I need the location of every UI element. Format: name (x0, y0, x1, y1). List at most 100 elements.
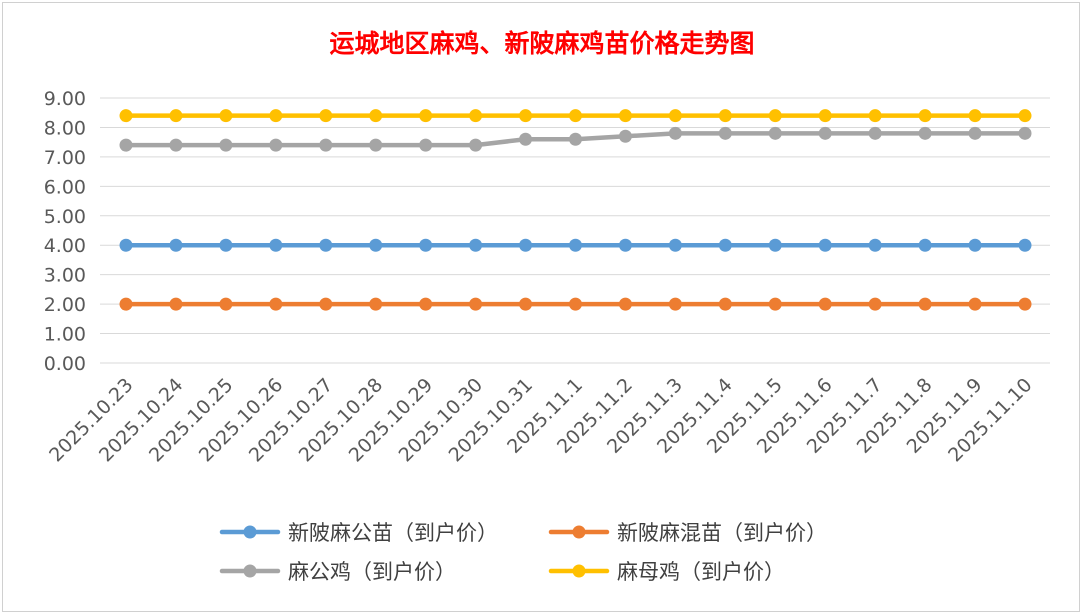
data-point (768, 297, 782, 311)
data-point (918, 109, 932, 123)
data-point (569, 297, 582, 311)
data-point (768, 238, 782, 252)
data-point (768, 126, 782, 140)
data-point (519, 238, 533, 252)
data-point (219, 138, 233, 152)
y-axis-ticks: 0.00 1.00 2.00 3.00 4.00 5.00 6.00 7.00 8.00 9.00 (44, 88, 86, 375)
data-point (469, 297, 483, 311)
data-point (818, 126, 832, 140)
data-point (968, 238, 982, 252)
data-point (868, 126, 882, 140)
data-point (369, 238, 383, 252)
data-point (668, 109, 682, 123)
data-point (419, 109, 433, 123)
data-point (119, 109, 133, 123)
legend: 新陂麻公苗（到户价） 新陂麻混苗（到户价） 麻公鸡（到户价） 麻母鸡（到户价） (219, 521, 827, 584)
data-point (718, 238, 732, 252)
chart-title: 运城地区麻鸡、新陂麻鸡苗价格走势图 (329, 29, 754, 58)
data-point (918, 238, 932, 252)
data-point (319, 138, 333, 152)
legend-swatch-marker (243, 564, 257, 578)
data-point (219, 109, 233, 123)
y-tick-label: 4.00 (44, 235, 86, 257)
data-point (818, 238, 832, 252)
data-point (868, 297, 882, 311)
y-tick-label: 9.00 (44, 88, 86, 110)
legend-item: 新陂麻混苗（到户价） (548, 521, 827, 545)
series-lines (119, 109, 1032, 311)
data-point (519, 109, 533, 123)
data-point (668, 126, 682, 140)
legend-item: 新陂麻公苗（到户价） (219, 521, 498, 545)
data-point (169, 297, 183, 311)
legend-label: 新陂麻混苗（到户价） (617, 521, 827, 545)
y-tick-label: 7.00 (44, 147, 86, 169)
data-point (918, 126, 932, 140)
data-point (319, 297, 333, 311)
y-tick-label: 1.00 (44, 324, 86, 346)
data-point (618, 238, 632, 252)
data-point (369, 138, 383, 152)
data-point (169, 109, 183, 123)
data-point (369, 297, 383, 311)
data-point (469, 109, 483, 123)
data-point (519, 132, 533, 146)
data-point (718, 126, 732, 140)
data-point (868, 238, 882, 252)
data-point (269, 109, 283, 123)
legend-label: 新陂麻公苗（到户价） (288, 521, 498, 545)
legend-item: 麻母鸡（到户价） (548, 560, 785, 584)
data-point (818, 109, 832, 123)
data-point (319, 109, 333, 123)
data-point (569, 238, 582, 252)
data-point (219, 297, 233, 311)
data-point (419, 138, 433, 152)
data-point (419, 238, 433, 252)
data-point (519, 297, 533, 311)
series-3 (119, 109, 1032, 123)
gridlines (100, 97, 1050, 364)
data-point (469, 138, 483, 152)
legend-label: 麻公鸡（到户价） (288, 560, 456, 584)
data-point (269, 238, 283, 252)
data-point (319, 238, 333, 252)
data-point (718, 109, 732, 123)
y-tick-label: 5.00 (44, 206, 86, 228)
data-point (269, 297, 283, 311)
data-point (1018, 126, 1032, 140)
data-point (618, 297, 632, 311)
data-point (1018, 238, 1032, 252)
data-point (219, 238, 233, 252)
legend-swatch-marker (572, 525, 586, 539)
y-tick-label: 6.00 (44, 176, 86, 198)
data-point (569, 132, 582, 146)
data-point (818, 297, 832, 311)
x-axis-ticks: 2025.10.232025.10.242025.10.252025.10.26… (45, 374, 1036, 466)
data-point (868, 109, 882, 123)
data-point (169, 238, 183, 252)
data-point (119, 238, 133, 252)
data-point (119, 297, 133, 311)
data-point (569, 109, 582, 123)
y-tick-label: 3.00 (44, 265, 86, 287)
legend-swatch-marker (243, 525, 257, 539)
legend-swatch-marker (572, 564, 586, 578)
data-point (618, 109, 632, 123)
data-point (169, 138, 183, 152)
legend-item: 麻公鸡（到户价） (219, 560, 456, 584)
y-tick-label: 8.00 (44, 117, 86, 139)
data-point (369, 109, 383, 123)
data-point (1018, 109, 1032, 123)
data-point (718, 297, 732, 311)
series-2 (119, 126, 1032, 152)
data-point (419, 297, 433, 311)
data-point (269, 138, 283, 152)
y-tick-label: 0.00 (44, 353, 86, 375)
data-point (668, 297, 682, 311)
data-point (1018, 297, 1032, 311)
series-0 (119, 238, 1032, 252)
data-point (968, 297, 982, 311)
legend-label: 麻母鸡（到户价） (617, 560, 785, 584)
